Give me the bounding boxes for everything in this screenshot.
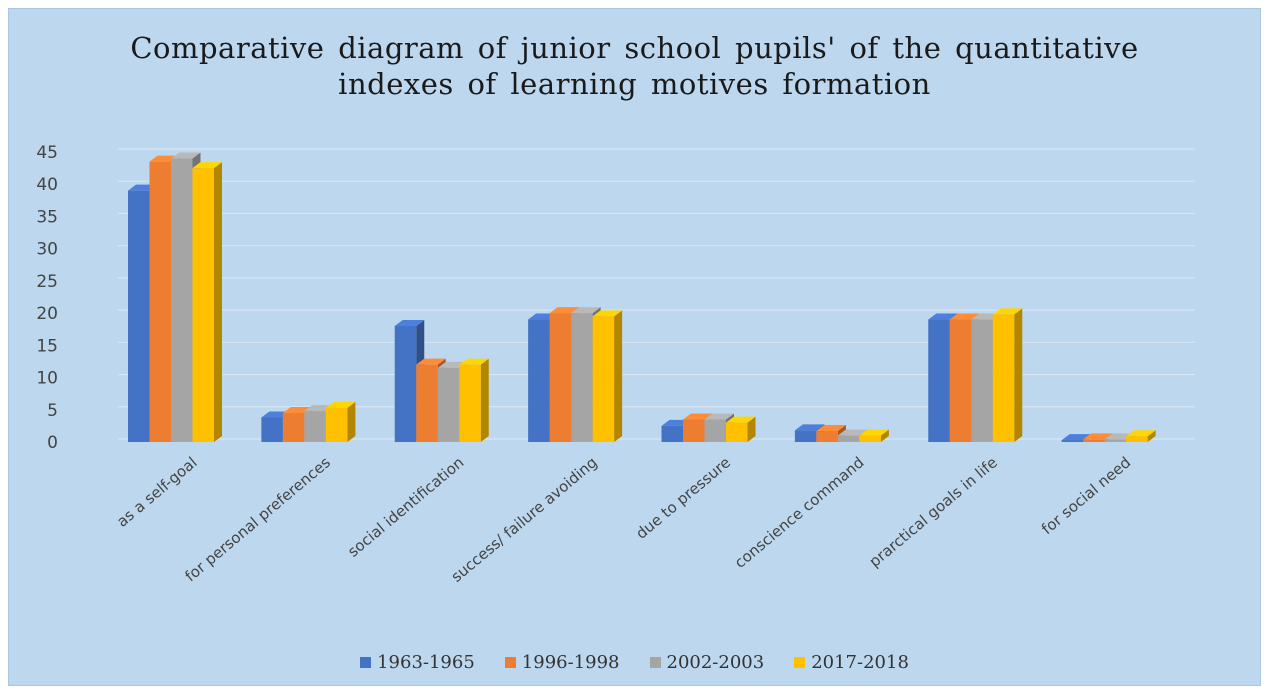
legend: 1963-1965 1996-1998 2002-2003 2017-2018 bbox=[0, 652, 1269, 673]
bar-front bbox=[128, 191, 150, 442]
bar-front bbox=[193, 168, 215, 442]
bar-front bbox=[1105, 439, 1127, 442]
legend-swatch bbox=[505, 657, 516, 668]
x-category-label: social identification bbox=[344, 453, 467, 560]
y-tick-label: 40 bbox=[36, 175, 58, 195]
legend-item: 1996-1998 bbox=[505, 652, 620, 673]
bar-side bbox=[481, 359, 489, 442]
bar-front bbox=[705, 419, 727, 442]
bar-front bbox=[304, 411, 326, 442]
y-tick-label: 20 bbox=[36, 304, 58, 324]
legend-swatch bbox=[360, 657, 371, 668]
bar-front bbox=[438, 368, 460, 442]
bar-front bbox=[950, 320, 972, 442]
bar-front bbox=[416, 365, 438, 442]
bar-front bbox=[593, 316, 615, 442]
x-category-label: conscience command bbox=[731, 453, 867, 572]
bar-front bbox=[859, 436, 881, 442]
bar-front bbox=[993, 314, 1015, 442]
bar-front bbox=[571, 313, 593, 442]
x-category-label: success/ failure avoiding bbox=[448, 453, 601, 586]
legend-label: 1996-1998 bbox=[522, 652, 620, 673]
y-tick-label: 15 bbox=[36, 336, 58, 356]
y-tick-label: 35 bbox=[36, 207, 58, 227]
legend-item: 2017-2018 bbox=[794, 652, 909, 673]
gridlines bbox=[118, 149, 1195, 439]
bar-side bbox=[1014, 308, 1022, 442]
bar-front bbox=[261, 418, 283, 442]
y-tick-label: 5 bbox=[47, 401, 58, 421]
bar-front bbox=[795, 430, 817, 442]
x-category-label: as a self-goal bbox=[113, 453, 200, 530]
bar-side bbox=[214, 162, 222, 442]
bar-front bbox=[326, 408, 348, 442]
bar-front bbox=[528, 320, 550, 442]
legend-item: 1963-1965 bbox=[360, 652, 475, 673]
x-category-label: for social need bbox=[1038, 453, 1134, 538]
x-category-label: prarctical goals in life bbox=[866, 453, 1001, 570]
x-category-label: due to pressure bbox=[632, 453, 734, 542]
bar-front bbox=[283, 413, 305, 442]
bars bbox=[128, 152, 1156, 442]
bar bbox=[593, 310, 623, 442]
bar-side bbox=[347, 402, 355, 442]
bar-front bbox=[1126, 436, 1148, 442]
bar-front bbox=[171, 158, 193, 442]
bar-front bbox=[1062, 440, 1084, 442]
bar-front bbox=[683, 419, 705, 442]
legend-label: 2002-2003 bbox=[667, 652, 765, 673]
legend-item: 2002-2003 bbox=[650, 652, 765, 673]
bar bbox=[726, 417, 756, 442]
bar-front bbox=[971, 320, 993, 442]
bar-front bbox=[816, 431, 838, 442]
y-tick-label: 30 bbox=[36, 240, 58, 260]
bar-front bbox=[838, 436, 860, 442]
legend-label: 2017-2018 bbox=[811, 652, 909, 673]
legend-label: 1963-1965 bbox=[377, 652, 475, 673]
bar-front bbox=[550, 313, 572, 442]
legend-swatch bbox=[794, 657, 805, 668]
bar-front bbox=[928, 320, 950, 442]
bar bbox=[326, 402, 356, 442]
bar-front bbox=[1083, 439, 1105, 442]
legend-swatch bbox=[650, 657, 661, 668]
bar bbox=[193, 162, 223, 442]
bar bbox=[993, 308, 1023, 442]
bar-side bbox=[614, 310, 622, 442]
bar-front bbox=[395, 326, 417, 442]
bar-front bbox=[459, 365, 481, 442]
bar-front bbox=[662, 426, 684, 442]
bar-front bbox=[726, 423, 748, 442]
y-tick-label: 25 bbox=[36, 272, 58, 292]
x-category-label: for personal preferences bbox=[182, 453, 335, 585]
bar bbox=[459, 359, 489, 442]
bar-front bbox=[150, 162, 172, 442]
y-tick-label: 0 bbox=[47, 433, 58, 453]
y-tick-label: 10 bbox=[36, 369, 58, 389]
y-axis-ticks: 0 5 10 15 20 25 30 35 40 45 bbox=[36, 143, 58, 453]
y-tick-label: 45 bbox=[36, 143, 58, 163]
bar bbox=[1126, 430, 1156, 442]
